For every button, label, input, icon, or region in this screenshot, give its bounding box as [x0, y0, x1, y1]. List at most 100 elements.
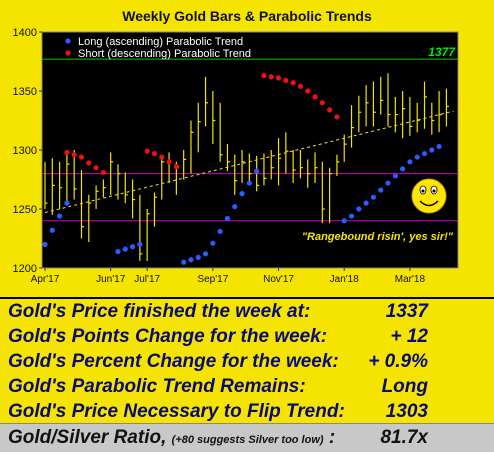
- short-trend-dot: [268, 74, 274, 80]
- stat-label-flip: Gold's Price Necessary to Flip Trend:: [8, 401, 345, 422]
- stat-row-price: Gold's Price finished the week at: 1337: [0, 299, 494, 324]
- long-trend-dot: [407, 159, 413, 165]
- long-trend-dot: [202, 251, 209, 257]
- x-tick-label: Apr'17: [31, 274, 60, 285]
- long-trend-dot: [181, 259, 187, 265]
- long-trend-dot: [137, 241, 143, 247]
- legend-long-label: Long (ascending) Parabolic Trend: [78, 36, 243, 48]
- x-tick-label: Jun'17: [96, 274, 126, 285]
- x-tick-label: Mar'18: [395, 274, 426, 285]
- ratio-colon: :: [328, 427, 336, 448]
- x-tick-label: Jan'18: [330, 274, 360, 285]
- smiley-icon: [411, 178, 447, 214]
- plot-area: [41, 31, 459, 269]
- long-trend-dot: [254, 168, 260, 174]
- short-trend-dot: [312, 94, 318, 100]
- long-trend-dot: [188, 257, 194, 263]
- short-trend-dot: [100, 169, 106, 176]
- legend: Long (ascending) Parabolic Trend Short (…: [65, 36, 251, 60]
- short-trend-dot: [327, 107, 333, 113]
- stat-value-points: + 12: [390, 326, 428, 347]
- stat-label-points: Gold's Points Change for the week:: [8, 326, 328, 347]
- axes: 1200 1250 1300 1350 1400 Apr'17 Jun'17 Jul'17 Se…: [13, 27, 426, 285]
- long-trend-dot: [195, 254, 201, 260]
- ratio-label: Gold/Silver Ratio,: [8, 427, 167, 448]
- annotation-text: "Rangebound risin', yes sir!": [302, 231, 454, 243]
- short-trend-dot: [261, 73, 267, 79]
- long-trend-dot: [210, 240, 216, 246]
- stat-value-trend: Long: [381, 376, 428, 397]
- y-tick-label: 1250: [13, 204, 37, 216]
- short-trend-dot: [290, 80, 296, 86]
- short-trend-dot: [173, 163, 179, 170]
- long-trend-dot: [400, 166, 406, 172]
- stat-label-trend: Gold's Parabolic Trend Remains:: [8, 376, 306, 397]
- long-trend-dot: [49, 227, 55, 233]
- long-trend-dot: [414, 154, 420, 160]
- y-tick-label: 1300: [13, 145, 37, 157]
- ratio-label-group: Gold/Silver Ratio, (+80 suggests Silver …: [8, 424, 335, 454]
- short-trend-dot: [93, 165, 99, 171]
- short-trend-dot: [334, 114, 340, 120]
- short-trend-dot: [151, 150, 158, 157]
- chart-title: Weekly Gold Bars & Parabolic Trends: [122, 8, 372, 24]
- short-trend-dot: [305, 88, 311, 94]
- y-tick-label: 1350: [13, 86, 37, 98]
- short-trend-dot: [166, 159, 172, 165]
- long-trend-dot: [42, 241, 48, 247]
- long-trend-dot: [64, 200, 70, 206]
- x-tick-label: Sep'17: [197, 274, 228, 285]
- long-trend-dot: [232, 204, 238, 210]
- resistance-label: 1377: [428, 45, 456, 59]
- legend-short-label: Short (descending) Parabolic Trend: [78, 48, 251, 60]
- stat-row-points: Gold's Points Change for the week: + 12: [0, 324, 494, 349]
- short-trend-dot: [283, 77, 289, 83]
- long-trend-dot: [370, 194, 377, 200]
- stat-label-percent: Gold's Percent Change for the week:: [8, 351, 339, 372]
- long-trend-dot: [421, 150, 428, 157]
- x-tick-label: Nov'17: [263, 274, 294, 285]
- long-trend-dot: [122, 246, 128, 252]
- short-trend-dot: [71, 152, 77, 158]
- long-trend-dot: [129, 244, 136, 250]
- stats-panel: Gold's Price finished the week at: 1337 …: [0, 297, 494, 424]
- long-trend-dot: [378, 187, 384, 193]
- stat-value-price: 1337: [385, 301, 428, 322]
- ratio-value: 81.7x: [380, 427, 428, 448]
- stat-row-percent: Gold's Percent Change for the week: + 0.…: [0, 349, 494, 374]
- long-trend-dot: [56, 213, 63, 219]
- long-trend-dot: [429, 147, 435, 153]
- long-trend-dot: [363, 200, 369, 206]
- long-trend-dot: [436, 143, 442, 150]
- short-trend-dot: [144, 148, 150, 154]
- long-trend-dot: [239, 191, 245, 197]
- short-trend-dot: [297, 83, 304, 89]
- long-trend-dot: [341, 218, 347, 224]
- ratio-note: (+80 suggests Silver too low): [171, 434, 324, 446]
- stat-value-percent: + 0.9%: [368, 351, 428, 372]
- legend-short-marker: [65, 50, 71, 56]
- short-trend-dot: [86, 160, 92, 166]
- stat-label-price: Gold's Price finished the week at:: [8, 301, 311, 322]
- long-trend-dot: [224, 215, 231, 222]
- y-tick-label: 1400: [13, 27, 37, 39]
- long-trend-dot: [348, 213, 355, 219]
- short-trend-dot: [64, 149, 70, 155]
- long-trend-dot: [392, 173, 398, 179]
- long-trend-dot: [217, 228, 223, 235]
- short-trend-dot: [78, 154, 85, 160]
- stat-row-flip: Gold's Price Necessary to Flip Trend: 13…: [0, 399, 494, 424]
- stat-row-trend: Gold's Parabolic Trend Remains: Long: [0, 374, 494, 399]
- short-trend-dot: [159, 154, 165, 160]
- long-trend-dot: [115, 248, 121, 255]
- long-trend-dot: [246, 180, 252, 186]
- y-tick-label: 1200: [13, 263, 37, 275]
- long-trend-dot: [385, 180, 391, 186]
- short-trend-dot: [275, 75, 282, 81]
- gold-silver-ratio-row: Gold/Silver Ratio, (+80 suggests Silver …: [0, 423, 494, 452]
- stat-value-flip: 1303: [385, 401, 428, 422]
- chart: Weekly Gold Bars & Parabolic Trends 1200…: [13, 8, 459, 285]
- long-trend-dot: [356, 206, 362, 212]
- legend-long-marker: [65, 38, 71, 44]
